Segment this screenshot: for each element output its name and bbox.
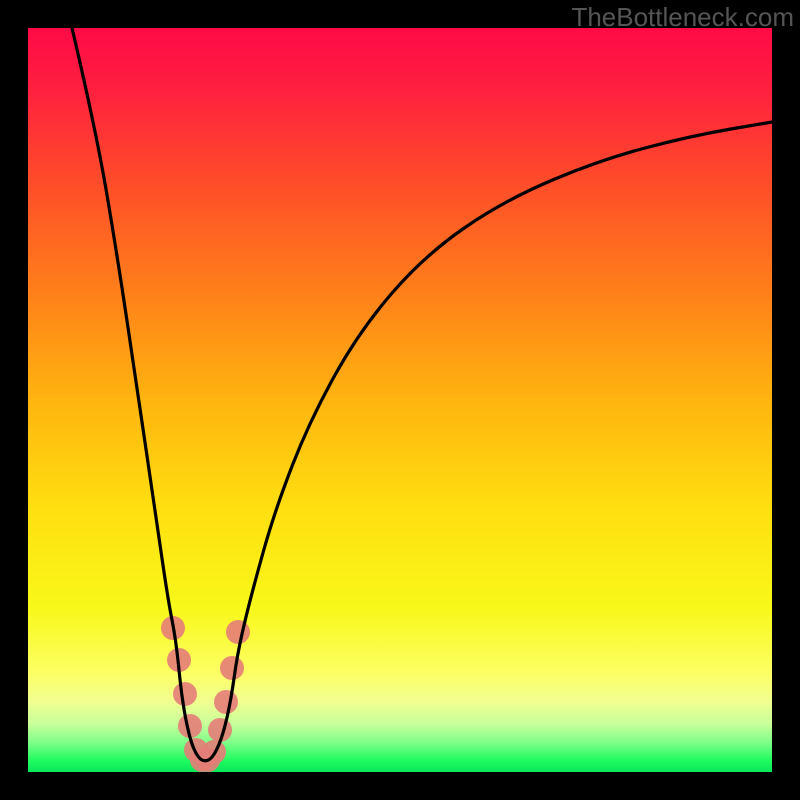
attribution-label: TheBottleneck.com	[571, 2, 794, 33]
heat-gradient-background	[28, 28, 772, 772]
